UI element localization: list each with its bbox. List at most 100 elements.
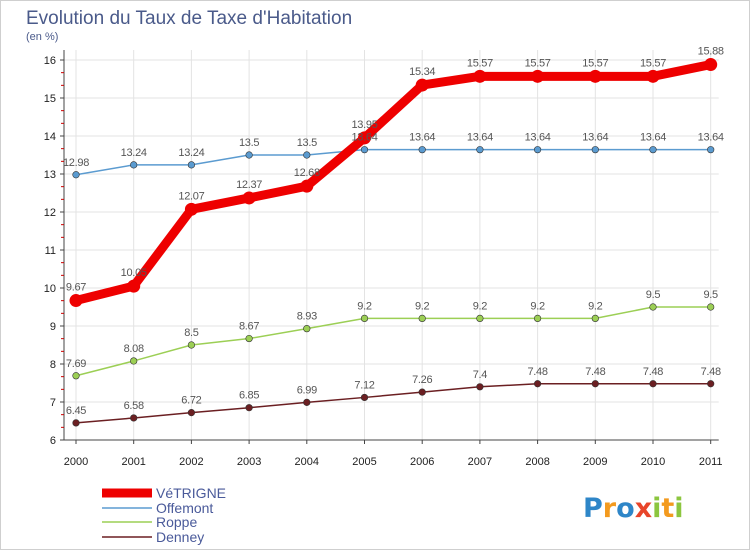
data-point-vtrigne <box>588 69 602 83</box>
data-point-vtrigne <box>358 131 371 145</box>
logo-letter: i <box>652 493 661 524</box>
data-label-denney: 7.48 <box>527 366 547 378</box>
data-label-vtrigne: 15.88 <box>698 46 724 58</box>
x-tick-label: 2007 <box>468 456 492 468</box>
data-label-denney: 6.45 <box>66 405 86 417</box>
data-point-offemont <box>72 171 80 179</box>
data-point-vtrigne <box>184 202 198 216</box>
logo-letter: t <box>661 493 674 524</box>
data-label-offemont: 13.5 <box>239 137 259 149</box>
data-label-vtrigne: 13.95 <box>351 119 377 131</box>
data-label-roppe: 8.67 <box>239 321 259 333</box>
data-label-roppe: 8.5 <box>184 327 199 339</box>
logo-letter: x <box>635 493 652 524</box>
data-point-denney <box>591 380 599 388</box>
data-label-vtrigne: 15.57 <box>640 57 666 69</box>
data-point-offemont <box>187 161 195 169</box>
logo-letter: P <box>583 493 603 524</box>
y-tick-label: 9 <box>50 321 56 333</box>
data-label-denney: 7.12 <box>354 379 374 391</box>
data-point-vtrigne <box>473 69 487 83</box>
series-layer <box>69 58 718 427</box>
legend-label-vetrigne: VéTRIGNE <box>156 485 226 501</box>
legend-label-roppe: Roppe <box>156 514 197 530</box>
x-tick-label: 2011 <box>699 456 723 468</box>
series-line-roppe <box>75 306 712 377</box>
data-label-vtrigne: 15.57 <box>582 57 608 69</box>
data-point-offemont <box>360 146 369 154</box>
data-label-offemont: 12.98 <box>63 157 89 169</box>
data-label-denney: 7.26 <box>412 374 432 386</box>
data-label-vtrigne: 9.67 <box>66 282 86 294</box>
y-tick-label: 15 <box>44 93 56 105</box>
data-point-denney <box>360 393 369 402</box>
data-label-offemont: 13.24 <box>121 147 147 159</box>
data-point-offemont <box>476 146 484 154</box>
data-label-denney: 7.48 <box>643 366 663 378</box>
data-point-vtrigne <box>127 279 141 293</box>
data-point-offemont <box>303 151 311 159</box>
data-point-vtrigne <box>646 69 660 83</box>
data-point-roppe <box>476 314 484 323</box>
x-tick-label: 2003 <box>237 456 261 468</box>
y-tick-label: 16 <box>44 55 56 67</box>
chart-title: Evolution du Taux de Taxe d'Habitation <box>26 8 352 29</box>
y-tick-label: 10 <box>44 283 56 295</box>
x-tick-label: 2002 <box>179 456 203 468</box>
y-tick-label: 11 <box>45 245 56 257</box>
y-tick-label: 14 <box>44 131 56 143</box>
data-point-vtrigne <box>242 191 256 205</box>
data-point-roppe <box>418 314 426 323</box>
data-label-offemont: 13.64 <box>525 132 551 144</box>
data-label-offemont: 13.64 <box>698 132 724 144</box>
data-point-denney <box>476 383 484 391</box>
data-point-vtrigne <box>69 294 83 308</box>
data-label-roppe: 9.2 <box>357 300 372 312</box>
data-label-vtrigne: 15.57 <box>525 57 551 69</box>
y-tick-label: 8 <box>50 359 56 371</box>
data-point-roppe <box>130 357 138 365</box>
legend-label-denney: Denney <box>156 529 204 545</box>
chart-subtitle: (en %) <box>26 31 58 43</box>
y-tick-label: 6 <box>50 435 56 447</box>
x-tick-label: 2009 <box>583 456 607 468</box>
series-line-vtrigne <box>71 60 716 306</box>
legend: VéTRIGNE Offemont Roppe Denney <box>102 485 226 545</box>
data-point-offemont <box>130 161 138 169</box>
data-label-denney: 6.99 <box>297 384 317 396</box>
data-point-roppe <box>187 341 195 349</box>
data-point-denney <box>418 388 426 396</box>
data-label-vtrigne: 12.68 <box>294 167 320 179</box>
x-tick-label: 2006 <box>410 456 434 468</box>
data-point-roppe <box>245 334 253 343</box>
x-tick-label: 2004 <box>295 456 319 468</box>
y-tick-label: 12 <box>44 207 56 219</box>
data-label-roppe: 8.93 <box>297 311 317 323</box>
data-label-offemont: 13.64 <box>409 132 435 144</box>
data-point-denney <box>649 380 657 388</box>
axes: 6 7 8 9 10 11 12 13 14 15 16 2000 2001 2002 2003 2004 20… <box>44 50 723 468</box>
data-point-offemont <box>591 146 599 154</box>
data-label-roppe: 9.5 <box>646 289 661 301</box>
series-line-denney <box>75 383 712 424</box>
data-label-vtrigne: 12.37 <box>236 179 262 191</box>
data-point-vtrigne <box>531 69 545 83</box>
data-label-denney: 6.72 <box>181 395 201 407</box>
data-label-denney: 7.48 <box>701 366 721 378</box>
data-point-roppe <box>533 314 542 323</box>
data-point-vtrigne <box>300 179 314 193</box>
data-label-offemont: 13.64 <box>640 132 666 144</box>
data-label-denney: 6.58 <box>124 400 144 412</box>
data-point-offemont <box>245 151 253 159</box>
grid <box>64 50 719 441</box>
data-point-denney <box>533 380 542 388</box>
x-tick-label: 2010 <box>641 456 665 468</box>
data-label-roppe: 9.5 <box>703 289 718 301</box>
data-point-roppe <box>707 303 715 311</box>
data-label-vtrigne: 15.34 <box>409 66 435 78</box>
data-label-offemont: 13.64 <box>467 132 493 144</box>
data-labels: 6.45 6.58 6.72 6.85 6.99 7.12 7.26 7.4 7.48 7.48 7… <box>63 46 724 417</box>
data-label-offemont: 13.5 <box>297 137 317 149</box>
data-point-offemont <box>707 146 715 154</box>
